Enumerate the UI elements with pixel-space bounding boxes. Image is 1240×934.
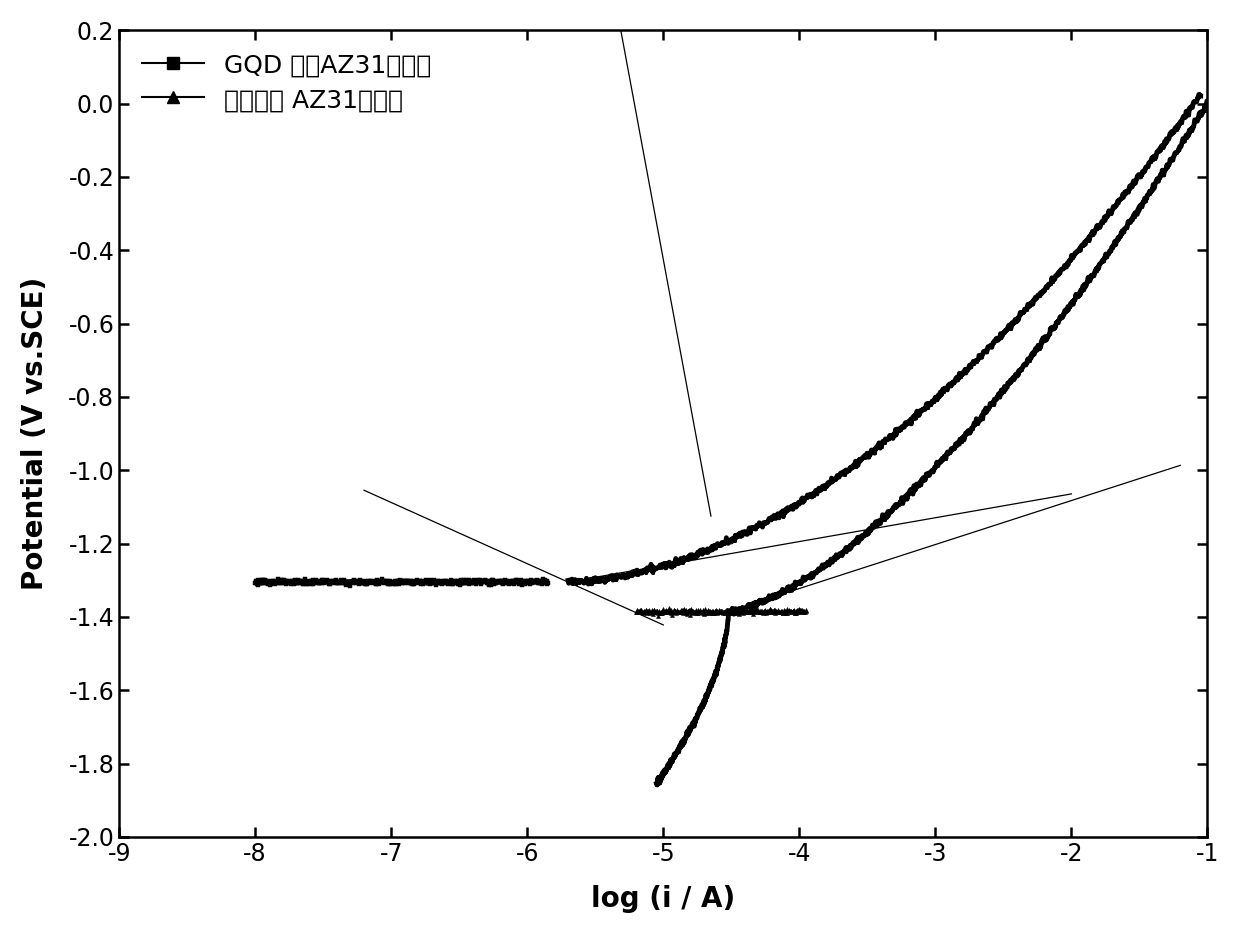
Legend: GQD 涂层AZ31镁合金, 没有涂层 AZ31镁合金: GQD 涂层AZ31镁合金, 没有涂层 AZ31镁合金: [131, 43, 441, 122]
X-axis label: log (i / A): log (i / A): [591, 885, 735, 913]
Y-axis label: Potential (V vs.SCE): Potential (V vs.SCE): [21, 277, 48, 590]
